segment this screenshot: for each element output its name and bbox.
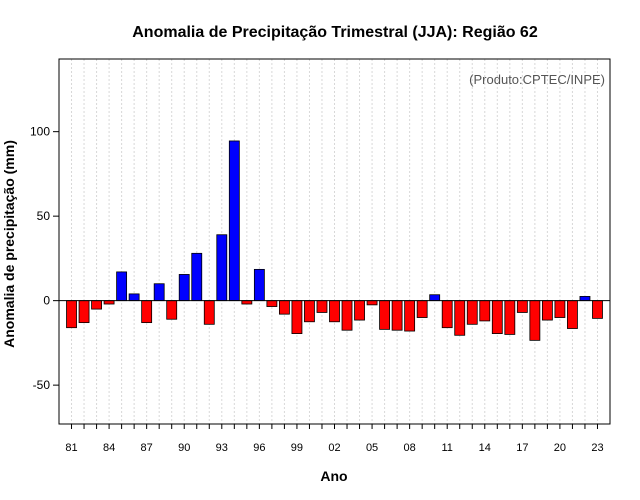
y-axis-label: Anomalia de precipitação (mm): [1, 140, 17, 348]
bar-1998: [278, 300, 290, 315]
x-tick-label: 20: [554, 442, 566, 454]
y-tick-label: -50: [33, 378, 51, 392]
bar-2012: [454, 300, 466, 336]
x-tick-label: 90: [178, 442, 190, 454]
bar-2005: [366, 300, 378, 306]
bar-1995: [241, 300, 253, 305]
bar-1992: [203, 300, 215, 325]
credit-annotation: (Produto:CPTEC/INPE): [469, 72, 605, 87]
bar-1996: [253, 268, 265, 302]
bar-1997: [266, 300, 278, 307]
plot-frame: [58, 58, 611, 425]
bar-2004: [354, 300, 365, 321]
bar-1994: [228, 140, 240, 302]
x-tick-label: 11: [441, 442, 452, 454]
bar-2022: [579, 296, 591, 302]
x-tick-label: 02: [328, 442, 340, 454]
bar-1988: [153, 283, 165, 302]
bar-1983: [91, 300, 102, 310]
bar-1987: [141, 300, 153, 324]
bar-2015: [491, 300, 503, 334]
bar-1990: [178, 274, 190, 302]
bar-2010: [429, 294, 441, 302]
x-tick-label: 14: [479, 442, 491, 454]
bar-1991: [191, 252, 203, 302]
x-tick-label: 17: [516, 442, 528, 454]
bar-2008: [404, 300, 416, 332]
bar-2002: [329, 300, 340, 323]
x-tick-label: 93: [216, 442, 228, 454]
x-axis: 81 84 87 90 93 96 99 02 05 08 11 14 17 20 23: [65, 424, 604, 454]
x-tick-label: 99: [291, 442, 303, 454]
bar-1985: [116, 271, 128, 302]
y-tick-label: 0: [43, 294, 50, 308]
y-tick-label: 50: [37, 209, 51, 223]
bar-2000: [304, 300, 315, 323]
bar-2006: [379, 300, 390, 330]
bar-2019: [541, 300, 553, 321]
bar-1999: [291, 300, 303, 334]
x-tick-label: 08: [404, 442, 416, 454]
bar-2007: [391, 300, 403, 331]
bar-2016: [504, 300, 516, 335]
bar-1989: [166, 300, 178, 320]
x-tick-label: 96: [253, 442, 265, 454]
bar-2003: [341, 300, 353, 331]
x-tick-label: 23: [591, 442, 603, 454]
bar-1993: [216, 234, 228, 302]
bar-2013: [466, 300, 478, 325]
x-tick-label: 87: [141, 442, 153, 454]
bar-1986: [128, 293, 140, 302]
bar-1981: [66, 300, 77, 329]
chart-title: Anomalia de Precipitação Trimestral (JJA…: [132, 24, 538, 41]
y-tick-label: 100: [30, 125, 50, 139]
y-axis: -50 0 50 100: [30, 125, 59, 392]
bar-2001: [316, 300, 328, 313]
x-tick-label: 81: [65, 442, 77, 454]
bar-1982: [78, 300, 90, 324]
bar-1984: [103, 300, 115, 305]
bar-2009: [416, 300, 428, 318]
bar-2011: [441, 300, 453, 329]
bars: [66, 140, 603, 341]
bar-2018: [529, 300, 541, 341]
x-axis-label: Ano: [320, 468, 347, 484]
bar-2020: [554, 300, 566, 318]
bar-2023: [592, 300, 603, 319]
x-tick-label: 05: [366, 442, 378, 454]
bar-2017: [516, 300, 528, 313]
bar-2021: [567, 300, 578, 329]
grid-lines: [71, 59, 598, 424]
bar-2014: [479, 300, 491, 322]
x-tick-label: 84: [103, 442, 115, 454]
